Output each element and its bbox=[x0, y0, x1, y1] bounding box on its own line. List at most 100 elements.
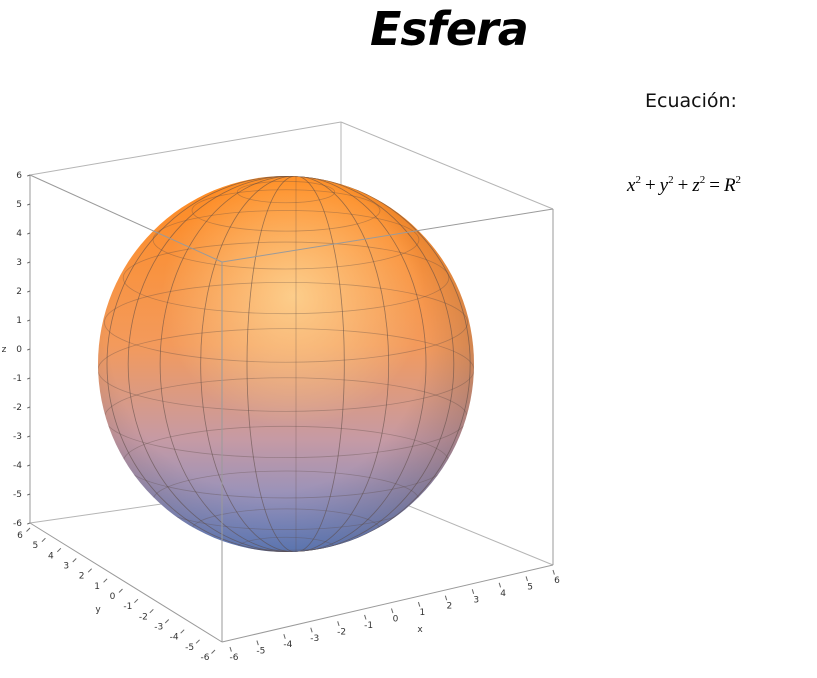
sphere-surface bbox=[98, 176, 474, 552]
x-axis-tick bbox=[256, 640, 259, 646]
y-axis-tick bbox=[149, 608, 154, 614]
y-axis-tick bbox=[56, 547, 62, 553]
z-axis-tick bbox=[27, 174, 31, 177]
y-axis-tick bbox=[103, 578, 108, 583]
x-axis-tick bbox=[283, 634, 286, 639]
z-axis-tick bbox=[27, 232, 31, 235]
y-axis-label: y bbox=[95, 605, 101, 615]
eq-exp-r: 2 bbox=[735, 174, 742, 186]
x-axis-tick bbox=[444, 595, 448, 601]
eq-x: x bbox=[627, 175, 636, 196]
z-axis-tick bbox=[27, 319, 31, 322]
eq-equals: = bbox=[709, 175, 720, 196]
x-axis-tick-label: -1 bbox=[364, 621, 373, 631]
z-axis-tick bbox=[27, 290, 31, 293]
mesh-longitude bbox=[246, 176, 345, 552]
y-axis-tick bbox=[41, 537, 46, 543]
y-axis-tick-label: 0 bbox=[110, 592, 116, 602]
x-axis-tick bbox=[471, 589, 475, 594]
y-axis-tick-label: -5 bbox=[185, 643, 194, 653]
x-axis-tick-label: -5 bbox=[256, 647, 265, 657]
mesh-latitude bbox=[152, 210, 420, 270]
y-axis-tick-label: -6 bbox=[201, 653, 210, 663]
sphere-equation: x2 + y2 + z2 = R2 bbox=[627, 175, 741, 197]
x-axis-tick bbox=[229, 646, 232, 652]
z-axis-tick-label: 1 bbox=[16, 316, 22, 326]
z-axis-tick-label: -6 bbox=[13, 519, 22, 529]
x-axis-tick bbox=[552, 569, 555, 575]
x-axis-tick-label: -2 bbox=[337, 627, 346, 637]
x-axis-tick-label: 1 bbox=[420, 608, 426, 618]
x-axis-tick bbox=[391, 608, 394, 614]
z-axis-tick bbox=[27, 522, 31, 525]
mesh-latitude bbox=[122, 241, 450, 315]
mesh-longitude bbox=[106, 176, 471, 552]
mesh-latitude bbox=[236, 180, 336, 204]
z-axis-tick bbox=[27, 261, 31, 264]
z-axis-tick bbox=[27, 203, 31, 206]
z-axis-tick-label: 3 bbox=[16, 258, 22, 268]
y-axis-tick-label: -1 bbox=[123, 602, 132, 612]
eq-plus-1: + bbox=[644, 175, 656, 196]
y-axis-tick-label: 2 bbox=[79, 572, 85, 582]
z-axis-tick-label: -1 bbox=[13, 374, 22, 384]
mesh-longitude bbox=[127, 176, 455, 552]
y-axis-tick-label: 5 bbox=[33, 541, 39, 551]
z-axis-label: z bbox=[2, 345, 7, 355]
mesh-longitude bbox=[246, 176, 345, 552]
y-axis-tick-label: 6 bbox=[17, 531, 23, 541]
x-axis-tick-label: -3 bbox=[310, 634, 319, 644]
z-axis-tick-label: -5 bbox=[13, 490, 22, 500]
z-axis-tick bbox=[27, 348, 31, 351]
z-axis-tick-label: 5 bbox=[16, 200, 22, 210]
eq-exp-y: 2 bbox=[668, 174, 674, 186]
mesh-longitude bbox=[200, 176, 390, 552]
x-axis-tick-label: 5 bbox=[527, 582, 533, 592]
y-axis-tick-label: -4 bbox=[170, 633, 179, 643]
x-axis-tick-label: 2 bbox=[446, 602, 452, 612]
z-axis-tick-label: 6 bbox=[16, 171, 22, 181]
x-axis-tick bbox=[525, 576, 528, 582]
z-axis-tick bbox=[27, 435, 31, 438]
y-axis-tick bbox=[195, 639, 200, 644]
mesh-longitude bbox=[159, 176, 427, 552]
eq-plus-2: + bbox=[677, 175, 689, 196]
eq-exp-z: 2 bbox=[699, 174, 706, 186]
mesh-longitude bbox=[159, 176, 427, 552]
eq-exp-x: 2 bbox=[635, 174, 641, 186]
x-axis-tick-label: 0 bbox=[393, 615, 399, 625]
eq-y: y bbox=[659, 175, 669, 196]
y-axis-tick-label: 1 bbox=[94, 582, 100, 592]
plot-box-front bbox=[29, 174, 554, 643]
mesh-latitude bbox=[104, 281, 468, 363]
x-axis-tick bbox=[498, 582, 502, 588]
y-axis-tick bbox=[180, 629, 185, 634]
mesh-longitude bbox=[200, 176, 390, 552]
y-axis-tick bbox=[87, 568, 93, 573]
mesh-latitude bbox=[98, 328, 474, 412]
mesh-latitude bbox=[191, 189, 381, 232]
y-axis-tick bbox=[211, 649, 216, 654]
mesh-longitude bbox=[127, 176, 455, 552]
x-axis-tick-label: -6 bbox=[230, 653, 239, 663]
x-axis-tick-label: 4 bbox=[500, 589, 506, 599]
mesh-longitude bbox=[106, 176, 471, 552]
y-axis-tick bbox=[134, 598, 139, 604]
y-axis-tick-label: 4 bbox=[48, 551, 54, 561]
x-axis-tick bbox=[417, 601, 421, 607]
page-title: Esfera bbox=[370, 2, 529, 56]
x-axis-tick bbox=[310, 627, 313, 633]
z-axis-tick bbox=[27, 377, 31, 380]
eq-z: z bbox=[692, 175, 700, 196]
z-axis-tick bbox=[27, 406, 31, 409]
eq-r: R bbox=[723, 175, 736, 196]
y-axis-tick-label: 3 bbox=[63, 562, 69, 572]
x-axis-tick-label: 3 bbox=[473, 595, 479, 605]
z-axis-tick-label: 4 bbox=[16, 229, 22, 239]
y-axis-tick bbox=[164, 619, 170, 624]
y-axis-tick bbox=[72, 558, 77, 563]
x-axis-tick-label: -4 bbox=[283, 640, 292, 650]
z-axis-tick-label: 2 bbox=[16, 287, 22, 297]
z-axis-tick-label: -2 bbox=[13, 403, 22, 413]
